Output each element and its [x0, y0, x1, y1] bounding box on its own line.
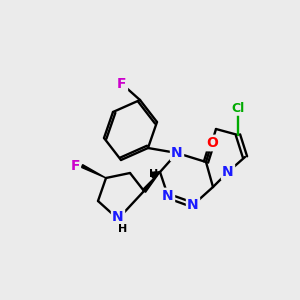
Text: N: N — [162, 189, 174, 203]
Text: F: F — [70, 159, 80, 173]
Polygon shape — [81, 165, 106, 178]
Text: N: N — [171, 146, 183, 160]
Text: O: O — [206, 136, 218, 150]
Text: Cl: Cl — [231, 101, 244, 115]
Text: F: F — [70, 159, 80, 173]
Text: F: F — [117, 77, 127, 91]
Text: N: N — [112, 210, 124, 224]
Text: N: N — [222, 165, 234, 179]
Text: H: H — [149, 169, 159, 179]
Text: N: N — [187, 198, 199, 212]
Text: N: N — [222, 165, 234, 179]
Text: N: N — [162, 189, 174, 203]
Text: F: F — [117, 77, 127, 91]
Text: H: H — [118, 224, 127, 234]
Text: O: O — [206, 136, 218, 150]
Polygon shape — [142, 172, 160, 192]
Text: Cl: Cl — [231, 101, 244, 115]
Text: N: N — [187, 198, 199, 212]
Text: N: N — [171, 146, 183, 160]
Text: N: N — [112, 210, 124, 224]
